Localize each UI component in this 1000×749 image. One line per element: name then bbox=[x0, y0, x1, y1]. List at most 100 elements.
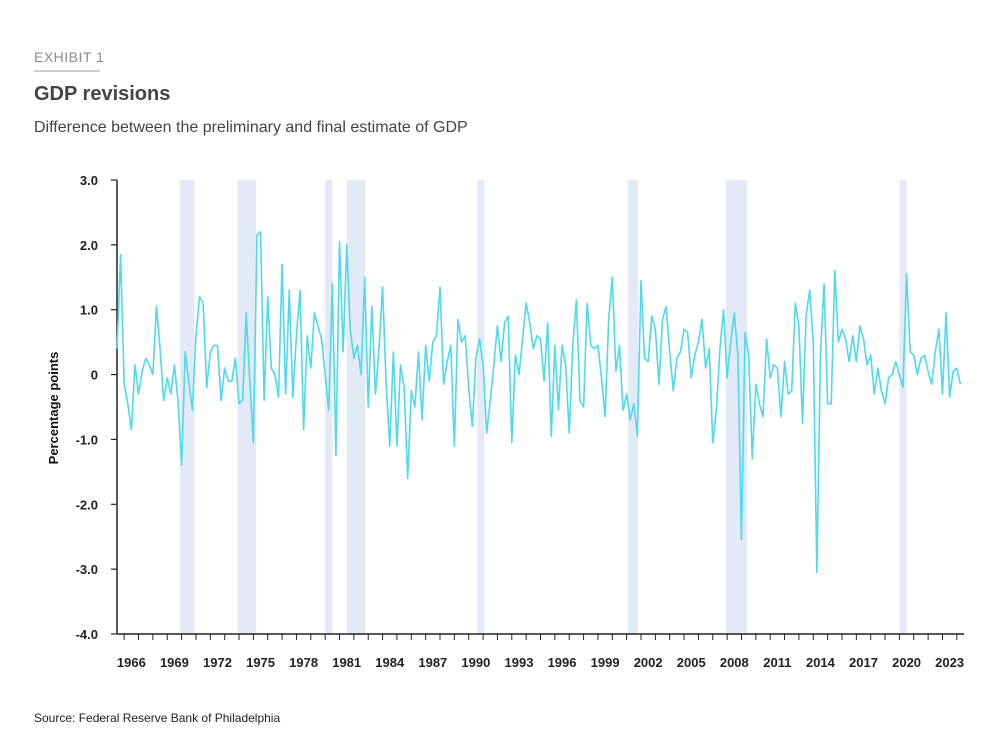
revision-point bbox=[737, 354, 739, 356]
revision-point bbox=[134, 364, 136, 366]
revision-point bbox=[633, 403, 635, 405]
revision-point bbox=[798, 325, 800, 327]
revision-point bbox=[795, 302, 797, 304]
revision-point bbox=[769, 377, 771, 379]
revision-point bbox=[227, 380, 229, 382]
revision-point bbox=[533, 348, 535, 350]
revision-point bbox=[515, 354, 517, 356]
revision-point bbox=[349, 328, 351, 330]
revision-point bbox=[421, 419, 423, 421]
revision-point bbox=[644, 358, 646, 360]
revision-point bbox=[597, 345, 599, 347]
chart-subtitle: Difference between the preliminary and f… bbox=[34, 119, 468, 136]
revision-point bbox=[418, 351, 420, 353]
revision-point bbox=[931, 384, 933, 386]
revision-point bbox=[809, 289, 811, 291]
revision-point bbox=[504, 322, 506, 324]
revision-point bbox=[493, 364, 495, 366]
revision-point bbox=[626, 393, 628, 395]
revision-point bbox=[726, 377, 728, 379]
revision-point bbox=[210, 351, 212, 353]
revision-point bbox=[446, 361, 448, 363]
revision-point bbox=[231, 380, 233, 382]
revision-point bbox=[529, 322, 531, 324]
revision-point bbox=[615, 371, 617, 373]
revision-point bbox=[719, 348, 721, 350]
revision-point bbox=[281, 264, 283, 266]
revision-point bbox=[590, 345, 592, 347]
revision-point bbox=[543, 380, 545, 382]
revision-point bbox=[952, 371, 954, 373]
revision-point bbox=[838, 341, 840, 343]
revision-point bbox=[188, 380, 190, 382]
revision-point bbox=[407, 478, 409, 480]
revision-point bbox=[960, 384, 962, 386]
revision-point bbox=[195, 335, 197, 337]
revision-point bbox=[149, 364, 151, 366]
revision-point bbox=[170, 393, 172, 395]
revision-point bbox=[335, 455, 337, 457]
revision-point bbox=[791, 390, 793, 392]
revision-point bbox=[676, 358, 678, 360]
revision-point bbox=[687, 332, 689, 334]
revision-point bbox=[507, 315, 509, 317]
x-tick-label: 2023 bbox=[935, 655, 964, 670]
revision-point bbox=[841, 328, 843, 330]
recession-band bbox=[899, 180, 907, 634]
y-tick-label: -4.0 bbox=[76, 627, 98, 642]
revision-point bbox=[314, 312, 316, 314]
revision-point bbox=[611, 276, 613, 278]
revision-point bbox=[364, 276, 366, 278]
x-tick-label: 1987 bbox=[418, 655, 447, 670]
revision-point bbox=[156, 306, 158, 308]
revision-point bbox=[482, 364, 484, 366]
revision-point bbox=[540, 338, 542, 340]
revision-point bbox=[895, 361, 897, 363]
revision-point bbox=[805, 315, 807, 317]
revision-point bbox=[924, 354, 926, 356]
revision-point bbox=[497, 325, 499, 327]
revision-point bbox=[773, 364, 775, 366]
y-tick-label: 3.0 bbox=[80, 173, 98, 188]
revision-point bbox=[217, 345, 219, 347]
revision-point bbox=[873, 393, 875, 395]
recession-band bbox=[477, 180, 485, 634]
revision-point bbox=[881, 390, 883, 392]
revision-point bbox=[730, 341, 732, 343]
revision-point bbox=[640, 280, 642, 282]
revision-point bbox=[256, 234, 258, 236]
y-tick-label: -2.0 bbox=[76, 497, 98, 512]
revision-point bbox=[579, 400, 581, 402]
revision-point bbox=[385, 384, 387, 386]
revision-point bbox=[913, 354, 915, 356]
revision-point bbox=[608, 319, 610, 321]
revision-point bbox=[741, 539, 743, 541]
revision-point bbox=[367, 406, 369, 408]
revision-point bbox=[400, 364, 402, 366]
revision-point bbox=[518, 374, 520, 376]
revision-point bbox=[296, 335, 298, 337]
revision-point bbox=[906, 273, 908, 275]
revision-point bbox=[920, 358, 922, 360]
x-tick-label: 1999 bbox=[591, 655, 620, 670]
revision-point bbox=[303, 429, 305, 431]
revision-point bbox=[116, 348, 118, 350]
revision-point bbox=[324, 374, 326, 376]
revision-point bbox=[558, 409, 560, 411]
revision-point bbox=[310, 367, 312, 369]
revision-point bbox=[683, 328, 685, 330]
revision-point bbox=[120, 254, 122, 256]
revision-point bbox=[371, 306, 373, 308]
revision-point bbox=[856, 361, 858, 363]
source-note: Source: Federal Reserve Bank of Philadel… bbox=[34, 711, 281, 725]
revision-point bbox=[224, 367, 226, 369]
x-tick-label: 1975 bbox=[246, 655, 275, 670]
revision-point bbox=[163, 400, 165, 402]
revision-point bbox=[830, 403, 832, 405]
revision-point bbox=[716, 409, 718, 411]
revision-series-line bbox=[116, 231, 962, 574]
revision-point bbox=[238, 403, 240, 405]
revision-point bbox=[410, 390, 412, 392]
revision-point bbox=[619, 345, 621, 347]
